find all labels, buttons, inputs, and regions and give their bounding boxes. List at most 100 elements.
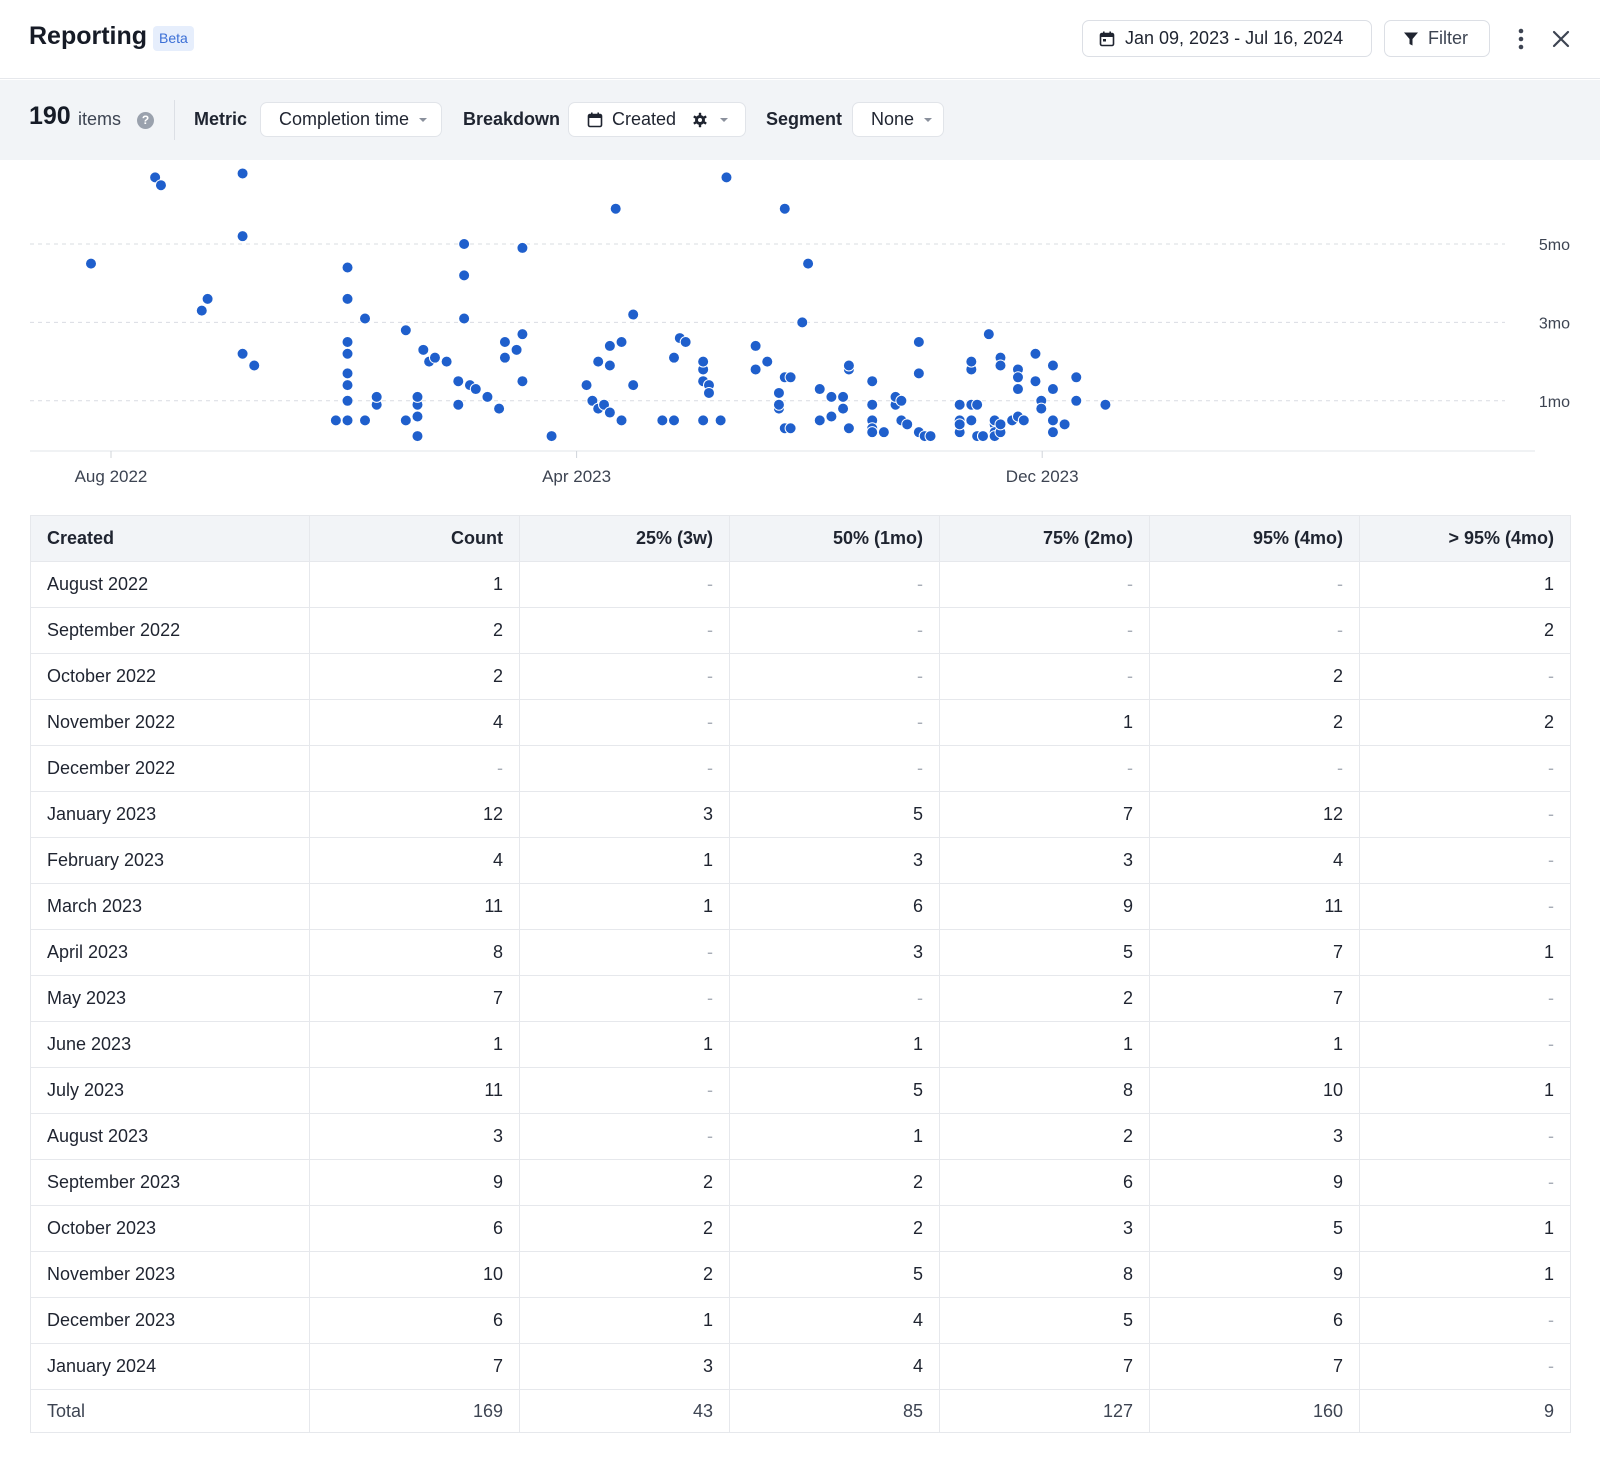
breakdown-dropdown[interactable]: Created	[568, 102, 746, 137]
close-icon[interactable]	[1548, 26, 1574, 52]
table-row[interactable]: September 2023 9 2 2 6 9-	[31, 1160, 1571, 1206]
table-row[interactable]: January 2023 12 3 5 7 12-	[31, 792, 1571, 838]
data-point[interactable]	[867, 399, 878, 410]
column-header-created[interactable]: Created	[31, 516, 310, 562]
column-header-p25[interactable]: 25% (3w)	[520, 516, 730, 562]
data-point[interactable]	[966, 356, 977, 367]
data-point[interactable]	[669, 415, 680, 426]
data-point[interactable]	[517, 376, 528, 387]
segment-dropdown[interactable]: None	[852, 102, 944, 137]
data-point[interactable]	[412, 411, 423, 422]
table-row[interactable]: February 2023 4 1 3 3 4-	[31, 838, 1571, 884]
table-row[interactable]: August 2022 1- - - -1	[31, 562, 1571, 608]
column-header-count[interactable]: Count	[310, 516, 520, 562]
data-point[interactable]	[342, 293, 353, 304]
data-point[interactable]	[1047, 427, 1058, 438]
data-point[interactable]	[878, 427, 889, 438]
data-point[interactable]	[1071, 372, 1082, 383]
table-row[interactable]: December 2023 6 1 4 5 6-	[31, 1298, 1571, 1344]
data-point[interactable]	[680, 337, 691, 348]
data-point[interactable]	[977, 431, 988, 442]
data-point[interactable]	[826, 391, 837, 402]
data-point[interactable]	[995, 360, 1006, 371]
data-point[interactable]	[196, 305, 207, 316]
data-point[interactable]	[581, 380, 592, 391]
metric-dropdown[interactable]: Completion time	[260, 102, 442, 137]
data-point[interactable]	[412, 431, 423, 442]
table-row[interactable]: April 2023 8-3 5 7 1	[31, 930, 1571, 976]
data-point[interactable]	[972, 399, 983, 410]
table-row[interactable]: August 2023 3-1 2 3-	[31, 1114, 1571, 1160]
data-point[interactable]	[826, 411, 837, 422]
data-point[interactable]	[342, 337, 353, 348]
help-icon[interactable]: ?	[137, 112, 154, 129]
data-point[interactable]	[814, 384, 825, 395]
data-point[interactable]	[237, 168, 248, 179]
data-point[interactable]	[838, 391, 849, 402]
table-row[interactable]: November 2023 10 2 5 8 9 1	[31, 1252, 1571, 1298]
data-point[interactable]	[773, 387, 784, 398]
column-header-above-p95[interactable]: > 95% (4mo)	[1360, 516, 1571, 562]
data-point[interactable]	[453, 376, 464, 387]
data-point[interactable]	[867, 376, 878, 387]
data-point[interactable]	[470, 384, 481, 395]
data-point[interactable]	[604, 360, 615, 371]
table-row[interactable]: December 2022- - - - - -	[31, 746, 1571, 792]
column-header-p95[interactable]: 95% (4mo)	[1150, 516, 1360, 562]
date-range-button[interactable]: Jan 09, 2023 - Jul 16, 2024	[1082, 20, 1372, 57]
data-point[interactable]	[721, 172, 732, 183]
data-point[interactable]	[779, 203, 790, 214]
data-point[interactable]	[1030, 376, 1041, 387]
data-point[interactable]	[453, 399, 464, 410]
data-point[interactable]	[785, 423, 796, 434]
data-point[interactable]	[803, 258, 814, 269]
data-point[interactable]	[1018, 415, 1029, 426]
data-point[interactable]	[750, 364, 761, 375]
table-row[interactable]: July 2023 11-5 8 10 1	[31, 1068, 1571, 1114]
data-point[interactable]	[330, 415, 341, 426]
table-row[interactable]: September 2022 2- - - -2	[31, 608, 1571, 654]
data-point[interactable]	[429, 352, 440, 363]
data-point[interactable]	[773, 399, 784, 410]
data-point[interactable]	[459, 239, 470, 250]
data-point[interactable]	[610, 203, 621, 214]
data-point[interactable]	[1059, 419, 1070, 430]
data-point[interactable]	[1036, 403, 1047, 414]
data-point[interactable]	[499, 337, 510, 348]
data-point[interactable]	[698, 415, 709, 426]
column-header-p75[interactable]: 75% (2mo)	[940, 516, 1150, 562]
table-row[interactable]: June 2023 1 1 1 1 1-	[31, 1022, 1571, 1068]
data-point[interactable]	[342, 395, 353, 406]
data-point[interactable]	[482, 391, 493, 402]
data-point[interactable]	[1012, 372, 1023, 383]
data-point[interactable]	[1100, 399, 1111, 410]
data-point[interactable]	[925, 431, 936, 442]
table-row[interactable]: October 2022 2- - -2-	[31, 654, 1571, 700]
data-point[interactable]	[628, 309, 639, 320]
table-row[interactable]: May 2023 7- -2 7-	[31, 976, 1571, 1022]
data-point[interactable]	[669, 352, 680, 363]
gear-icon[interactable]	[692, 112, 708, 128]
more-options-icon[interactable]	[1510, 26, 1532, 52]
data-point[interactable]	[371, 391, 382, 402]
data-point[interactable]	[954, 399, 965, 410]
table-row[interactable]: January 2024 7 3 4 7 7-	[31, 1344, 1571, 1390]
data-point[interactable]	[342, 368, 353, 379]
data-point[interactable]	[249, 360, 260, 371]
data-point[interactable]	[995, 419, 1006, 430]
filter-button[interactable]: Filter	[1384, 20, 1490, 57]
data-point[interactable]	[517, 242, 528, 253]
data-point[interactable]	[902, 419, 913, 430]
column-header-p50[interactable]: 50% (1mo)	[730, 516, 940, 562]
data-point[interactable]	[593, 356, 604, 367]
data-point[interactable]	[843, 360, 854, 371]
data-point[interactable]	[703, 387, 714, 398]
data-point[interactable]	[983, 329, 994, 340]
data-point[interactable]	[762, 356, 773, 367]
data-point[interactable]	[1030, 348, 1041, 359]
table-row[interactable]: March 2023 11 1 6 9 11-	[31, 884, 1571, 930]
data-point[interactable]	[412, 391, 423, 402]
data-point[interactable]	[785, 372, 796, 383]
data-point[interactable]	[1047, 384, 1058, 395]
data-point[interactable]	[459, 270, 470, 281]
